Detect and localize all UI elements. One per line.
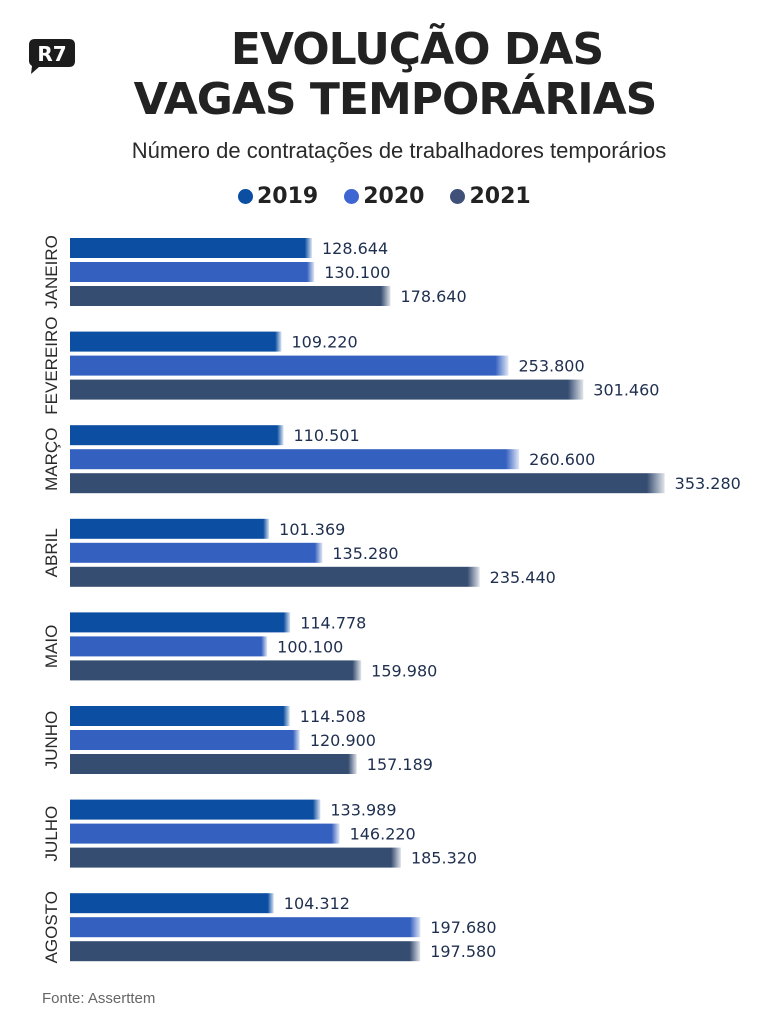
bar-2019-agosto: [70, 893, 274, 914]
month-group-março: MARÇO 110.501 260.600 353.280: [42, 425, 741, 494]
category-label: FEVEREIRO: [42, 316, 61, 414]
category-label: JANEIRO: [42, 235, 61, 309]
data-label: 133.989: [330, 801, 396, 820]
bar-2019-julho: [70, 799, 321, 820]
data-label: 146.220: [350, 825, 416, 844]
bar-2020-agosto: [70, 917, 421, 938]
data-label: 114.508: [300, 707, 366, 726]
bar-2020-fevereiro: [70, 355, 509, 376]
data-label: 114.778: [300, 613, 366, 632]
legend-label: 2019: [257, 184, 319, 209]
bar-2021-fevereiro: [70, 379, 584, 400]
title-line-2: VAGAS TEMPORÁRIAS: [133, 74, 658, 125]
data-label: 159.980: [371, 661, 437, 680]
data-label: 178.640: [400, 287, 466, 306]
category-label: MARÇO: [42, 428, 61, 491]
data-label: 110.501: [293, 426, 359, 445]
month-group-julho: JULHO 133.989 146.220 185.320: [42, 799, 477, 868]
legend-label: 2020: [363, 184, 425, 209]
data-label: 197.680: [430, 918, 496, 937]
data-label: 301.460: [593, 381, 659, 400]
legend: 2019 2020 2021: [238, 184, 531, 209]
month-group-abril: ABRIL 101.369 135.280 235.440: [42, 518, 556, 587]
r7-logo: R7: [29, 39, 75, 74]
bar-2019-fevereiro: [70, 331, 282, 352]
bar-2019-junho: [70, 706, 290, 726]
source-note: Fonte: Asserttem: [42, 990, 156, 1007]
bar-2020-abril: [70, 542, 323, 563]
data-label: 353.280: [675, 474, 741, 493]
subtitle: Número de contratações de trabalhadores …: [131, 138, 667, 163]
data-label: 120.900: [310, 731, 376, 750]
data-label: 235.440: [490, 568, 556, 587]
bar-2020-janeiro: [70, 262, 315, 282]
bar-2020-junho: [70, 730, 300, 750]
data-label: 100.100: [277, 637, 343, 656]
legend-item-2020: 2020: [344, 184, 424, 209]
data-label: 104.312: [284, 894, 350, 913]
legend-item-2021: 2021: [450, 184, 531, 209]
legend-item-2019: 2019: [238, 184, 318, 209]
data-label: 197.580: [430, 942, 496, 961]
legend-dot-icon: [344, 189, 360, 204]
data-label: 157.189: [367, 755, 433, 774]
month-group-junho: JUNHO 114.508 120.900 157.189: [42, 706, 433, 774]
bar-2019-março: [70, 425, 284, 446]
month-group-janeiro: JANEIRO 128.644 130.100 178.640: [42, 235, 467, 309]
month-group-maio: MAIO 114.778 100.100 159.980: [42, 612, 437, 681]
bar-2019-maio: [70, 612, 291, 633]
month-group-fevereiro: FEVEREIRO 109.220 253.800 301.460: [42, 316, 659, 414]
category-label: MAIO: [42, 625, 61, 668]
category-label: AGOSTO: [42, 891, 61, 963]
data-label: 128.644: [322, 239, 388, 258]
data-label: 130.100: [324, 263, 390, 282]
month-group-agosto: AGOSTO 104.312 197.680 197.580: [42, 891, 497, 963]
data-label: 260.600: [529, 450, 595, 469]
legend-dot-icon: [450, 189, 466, 204]
bar-2021-janeiro: [70, 286, 391, 306]
bar-2020-março: [70, 449, 520, 470]
bar-2019-abril: [70, 518, 270, 539]
bar-2021-julho: [70, 847, 401, 868]
data-label: 135.280: [332, 544, 398, 563]
category-label: JUNHO: [42, 711, 61, 770]
title-line-1: EVOLUÇÃO DAS: [230, 24, 604, 75]
data-label: 253.800: [518, 357, 584, 376]
legend-dot-icon: [238, 189, 253, 204]
bar-2019-janeiro: [70, 238, 312, 258]
bar-2021-agosto: [70, 941, 421, 962]
category-label: ABRIL: [42, 528, 61, 577]
bar-2021-março: [70, 473, 665, 494]
bar-2021-maio: [70, 660, 362, 681]
data-label: 109.220: [291, 333, 357, 352]
logo-text: R7: [37, 42, 66, 66]
legend-label: 2021: [469, 184, 531, 209]
bar-2020-maio: [70, 636, 268, 657]
bar-2020-julho: [70, 823, 340, 844]
bar-2021-abril: [70, 566, 480, 587]
data-label: 185.320: [411, 849, 477, 868]
category-label: JULHO: [42, 806, 61, 862]
data-label: 101.369: [279, 520, 345, 539]
bar-2021-junho: [70, 754, 357, 774]
